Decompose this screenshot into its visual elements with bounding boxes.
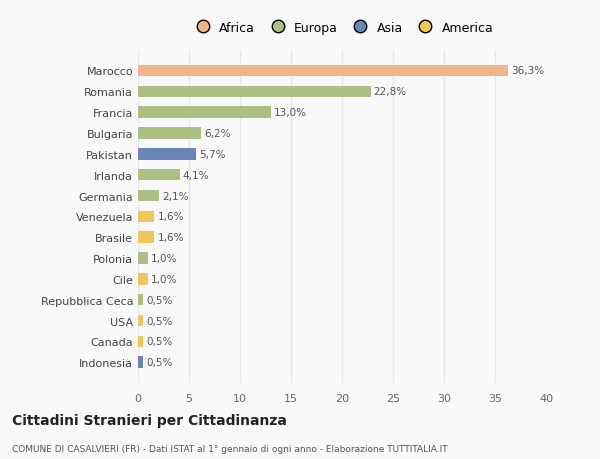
Text: 22,8%: 22,8% — [374, 87, 407, 97]
Text: 0,5%: 0,5% — [146, 295, 173, 305]
Text: Cittadini Stranieri per Cittadinanza: Cittadini Stranieri per Cittadinanza — [12, 414, 287, 428]
Bar — [138, 190, 160, 202]
Bar — [138, 86, 371, 98]
Text: 0,5%: 0,5% — [146, 358, 173, 367]
Bar — [138, 336, 143, 347]
Text: 6,2%: 6,2% — [204, 129, 231, 139]
Bar — [138, 107, 271, 118]
Text: 13,0%: 13,0% — [274, 108, 307, 118]
Text: 1,0%: 1,0% — [151, 253, 178, 263]
Bar — [138, 66, 508, 77]
Bar — [138, 357, 143, 368]
Text: 1,0%: 1,0% — [151, 274, 178, 284]
Text: COMUNE DI CASALVIERI (FR) - Dati ISTAT al 1° gennaio di ogni anno - Elaborazione: COMUNE DI CASALVIERI (FR) - Dati ISTAT a… — [12, 444, 448, 453]
Legend: Africa, Europa, Asia, America: Africa, Europa, Asia, America — [185, 17, 499, 40]
Text: 4,1%: 4,1% — [183, 170, 209, 180]
Bar — [138, 169, 180, 181]
Bar — [138, 253, 148, 264]
Bar — [138, 274, 148, 285]
Text: 0,5%: 0,5% — [146, 316, 173, 326]
Bar — [138, 128, 201, 140]
Text: 1,6%: 1,6% — [157, 233, 184, 243]
Bar — [138, 211, 154, 223]
Text: 5,7%: 5,7% — [199, 150, 226, 159]
Bar — [138, 149, 196, 160]
Bar — [138, 315, 143, 326]
Bar — [138, 232, 154, 243]
Bar — [138, 294, 143, 306]
Text: 0,5%: 0,5% — [146, 336, 173, 347]
Text: 36,3%: 36,3% — [511, 67, 544, 76]
Text: 1,6%: 1,6% — [157, 212, 184, 222]
Text: 2,1%: 2,1% — [163, 191, 189, 201]
